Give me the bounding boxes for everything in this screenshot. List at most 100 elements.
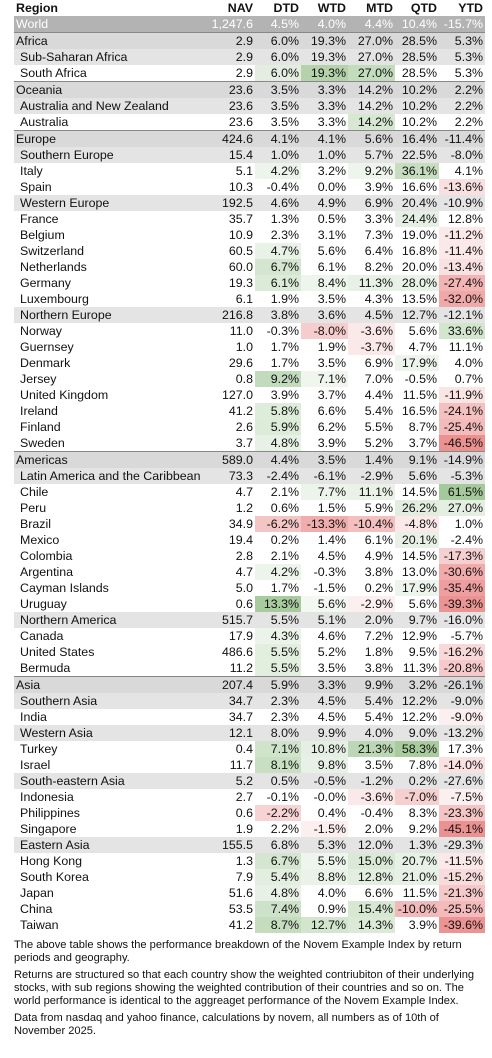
dtd-cell: 6.7% <box>255 853 301 869</box>
mtd-cell: -3.7% <box>348 339 395 355</box>
qtd-cell: -7.0% <box>395 789 439 805</box>
table-row: Colombia 2.8 2.1% 4.5% 4.9% 14.5% -17.3% <box>14 548 485 564</box>
ytd-cell: -11.4% <box>439 130 485 147</box>
qtd-cell: 14.5% <box>401 485 437 499</box>
wtd-cell: 0.9% <box>317 902 346 916</box>
nav-cell: 0.8 <box>235 372 253 386</box>
region-name-cell: Israel <box>20 758 51 772</box>
qtd-cell: 9.1% <box>395 451 439 468</box>
nav-cell: 41.2 <box>228 404 253 418</box>
wtd-cell: 3.5% <box>317 356 346 370</box>
qtd-cell: 5.6% <box>408 597 437 611</box>
region-name-cell: Brazil <box>20 517 51 531</box>
dtd-cell: 0.2% <box>270 533 299 547</box>
region-name-cell: Guernsey <box>20 340 74 354</box>
table-row: Taiwan 41.2 8.7% 12.7% 14.3% 3.9% -39.6% <box>14 917 485 933</box>
nav-cell: 34.7 <box>200 693 255 709</box>
mtd-cell: 11.3% <box>348 275 395 291</box>
nav-cell: 51.6 <box>228 886 253 900</box>
dtd-cell: 4.3% <box>255 628 301 644</box>
nav-cell: 1.2 <box>235 501 253 515</box>
dtd-cell: 0.6% <box>270 501 299 515</box>
qtd-cell: 10.2% <box>395 81 439 98</box>
region-name-cell: United States <box>20 645 95 659</box>
nav-cell: 1.3 <box>235 854 253 868</box>
qtd-cell: 4.7% <box>408 340 437 354</box>
dtd-cell: 8.1% <box>255 757 301 773</box>
region-name-cell: China <box>20 902 53 916</box>
wtd-cell: 12.7% <box>301 917 348 933</box>
nav-cell: 3.7 <box>235 436 253 450</box>
dtd-cell: 8.0% <box>255 725 301 741</box>
nav-cell: 1.9 <box>235 822 253 836</box>
region-name-cell: Singapore <box>20 822 77 836</box>
mtd-cell: -3.6% <box>348 789 395 805</box>
table-row: Eastern Asia 155.5 6.8% 5.3% 12.0% 1.3% -29.3% <box>14 837 485 853</box>
dtd-cell: 5.8% <box>255 403 301 419</box>
table-row: Western Asia 12.1 8.0% 9.9% 4.0% 9.0% -13.2% <box>14 725 485 741</box>
qtd-cell: 5.6% <box>395 468 439 484</box>
table-row: Finland 2.6 5.9% 6.2% 5.5% 8.7% -25.4% <box>14 419 485 435</box>
dtd-cell: 8.7% <box>255 917 301 933</box>
table-row: South-eastern Asia 5.2 0.5% -0.5% -1.2% 0.2% -… <box>14 773 485 789</box>
mtd-cell: -2.9% <box>348 468 395 484</box>
region-name-cell: Eastern Asia <box>14 837 200 853</box>
ytd-cell: -45.1% <box>439 821 485 837</box>
qtd-cell: 9.7% <box>395 612 439 628</box>
ytd-cell: -17.3% <box>439 548 485 564</box>
dtd-cell: 4.6% <box>255 195 301 211</box>
mtd-cell: 3.8% <box>364 565 393 579</box>
mtd-cell: 9.9% <box>348 676 395 693</box>
mtd-cell: 6.9% <box>348 195 395 211</box>
dtd-cell: 3.5% <box>270 115 299 129</box>
ytd-cell: -26.1% <box>439 676 485 693</box>
dtd-cell: 5.9% <box>255 676 301 693</box>
mtd-cell: 4.4% <box>348 16 395 33</box>
ytd-cell: -30.6% <box>439 564 485 580</box>
table-body: World 1,247.6 4.5% 4.0% 4.4% 10.4% -15.7% Afric… <box>14 16 485 933</box>
qtd-cell: 11.3% <box>402 661 437 675</box>
mtd-cell: 5.2% <box>364 436 393 450</box>
table-row: Brazil 34.9 -6.2% -13.3% -10.4% -4.8% 1.0% <box>14 516 485 532</box>
nav-cell: 515.7 <box>200 612 255 628</box>
mtd-cell: 6.9% <box>364 356 393 370</box>
header-ytd: YTD <box>458 1 483 15</box>
mtd-cell: 5.6% <box>348 130 395 147</box>
wtd-cell: 9.9% <box>301 725 348 741</box>
mtd-cell: 4.9% <box>364 549 393 563</box>
qtd-cell: 16.8% <box>401 244 437 258</box>
nav-cell: 0.6 <box>235 597 253 611</box>
ytd-cell: 2.2% <box>439 98 485 114</box>
mtd-cell: 4.3% <box>364 292 393 306</box>
qtd-cell: 17.9% <box>395 355 439 371</box>
qtd-cell: 8.7% <box>408 420 437 434</box>
wtd-cell: 0.0% <box>317 180 346 194</box>
nav-cell: 216.8 <box>200 307 255 323</box>
table-row: South Africa 2.9 6.0% 19.3% 27.0% 28.5% 5.3% <box>14 65 485 82</box>
wtd-cell: 6.2% <box>317 420 346 434</box>
nav-cell: 11.2 <box>229 661 253 675</box>
nav-cell: 1.0 <box>235 340 253 354</box>
region-name-cell: United Kingdom <box>20 388 109 402</box>
dtd-cell: 2.1% <box>270 549 299 563</box>
qtd-cell: 26.2% <box>395 500 439 516</box>
region-name-cell: South Africa <box>20 66 87 80</box>
footnote-1: The above table shows the performance br… <box>14 939 462 964</box>
wtd-cell: 1.4% <box>317 533 346 547</box>
qtd-cell: 21.0% <box>395 869 439 885</box>
dtd-cell: 1.3% <box>270 212 299 226</box>
nav-cell: 60.0 <box>228 260 253 274</box>
nav-cell: 5.2 <box>200 773 255 789</box>
qtd-cell: -10.0% <box>395 901 439 917</box>
dtd-cell: 2.2% <box>270 822 299 836</box>
header-dtd: DTD <box>273 1 299 15</box>
region-name-cell: Western Europe <box>14 195 200 211</box>
table-row: Denmark 29.6 1.7% 3.5% 6.9% 17.9% 4.0% <box>14 355 485 371</box>
mtd-cell: 5.4% <box>364 710 393 724</box>
dtd-cell: 4.4% <box>255 451 301 468</box>
nav-cell: 15.4 <box>200 147 255 163</box>
ytd-cell: 0.7% <box>454 372 483 386</box>
region-name-cell: Australia <box>20 115 69 129</box>
qtd-cell: 9.5% <box>408 645 437 659</box>
dtd-cell: 3.5% <box>255 98 301 114</box>
